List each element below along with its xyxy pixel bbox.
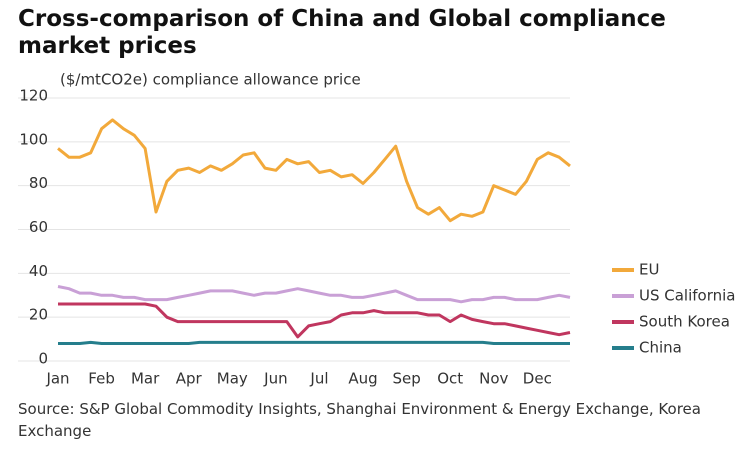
x-tick-label: May <box>217 370 248 388</box>
y-tick-label: 80 <box>29 174 48 192</box>
x-tick-label: Mar <box>131 370 160 388</box>
chart: ($/mtCO2e) compliance allowance price 0 2… <box>18 71 736 388</box>
legend-label: US California <box>639 287 736 305</box>
series-line <box>58 302 571 339</box>
x-tick-label: Aug <box>348 370 377 388</box>
chart-title: Cross-comparison of China and Global com… <box>18 6 666 59</box>
x-tick-label: Jun <box>263 370 287 388</box>
x-tick-label: Sep <box>392 370 420 388</box>
legend-label: EU <box>639 261 659 279</box>
legend-label: China <box>639 339 682 357</box>
x-tick-label: Dec <box>523 370 552 388</box>
series-line <box>58 340 570 345</box>
source-note: Source: S&P Global Commodity Insights, S… <box>18 400 701 440</box>
y-tick-label: 0 <box>38 350 48 368</box>
y-axis-label: ($/mtCO2e) compliance allowance price <box>60 71 361 89</box>
y-tick-label: 20 <box>29 306 48 324</box>
legend-label: South Korea <box>639 313 730 331</box>
x-tick-label: Jul <box>309 370 328 388</box>
x-tick-label: Jan <box>45 370 69 388</box>
x-tick-label: Apr <box>176 370 203 388</box>
x-tick-label: Feb <box>88 370 115 388</box>
series-line <box>57 285 571 304</box>
x-tick-label: Oct <box>437 370 463 388</box>
y-tick-label: 100 <box>19 130 48 148</box>
series-line <box>57 118 571 223</box>
y-tick-label: 60 <box>29 218 48 236</box>
x-tick-label: Nov <box>479 370 508 388</box>
y-tick-label: 40 <box>29 262 48 280</box>
y-tick-label: 120 <box>19 87 48 105</box>
